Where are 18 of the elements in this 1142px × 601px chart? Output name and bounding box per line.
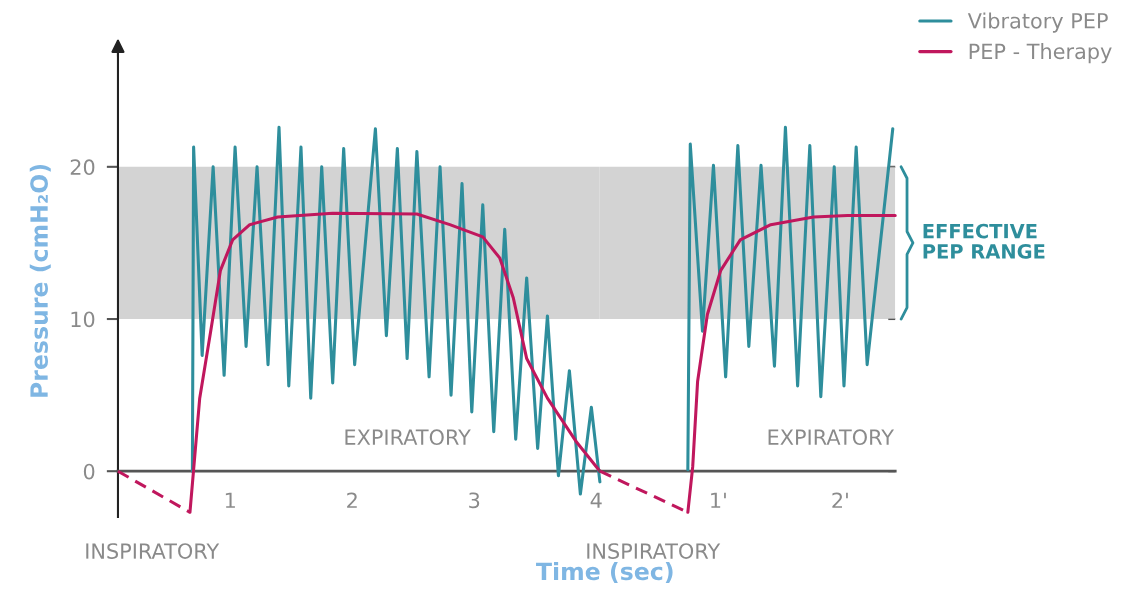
y-tick-label: 20	[70, 159, 95, 176]
legend-label: PEP - Therapy	[969, 43, 1112, 64]
x-tick-label: 2	[347, 492, 357, 508]
band-label: EFFECTIVE PEP RANGE	[923, 223, 1045, 259]
y-tick-label: 10	[71, 311, 95, 328]
y-tick-label: 0	[83, 463, 95, 480]
x-axis-title: Time (sec)	[536, 561, 673, 583]
x-tick-label: 3	[469, 492, 480, 509]
annotation: EXPIRATORY	[345, 429, 471, 446]
x-tick-label: 4	[590, 492, 602, 508]
text: INSPIRATORY	[86, 543, 220, 559]
annotation: EXPIRATORY	[768, 429, 895, 446]
x-tick-label: 2'	[832, 492, 848, 508]
x-tick-label: 1	[225, 492, 235, 508]
text: INSPIRATORY	[587, 543, 721, 559]
x-tick-label: 1'	[711, 492, 726, 508]
legend-label: Vibratory PEP	[967, 12, 1108, 33]
y-axis-title: Pressure (cmH₂O)	[29, 164, 51, 397]
